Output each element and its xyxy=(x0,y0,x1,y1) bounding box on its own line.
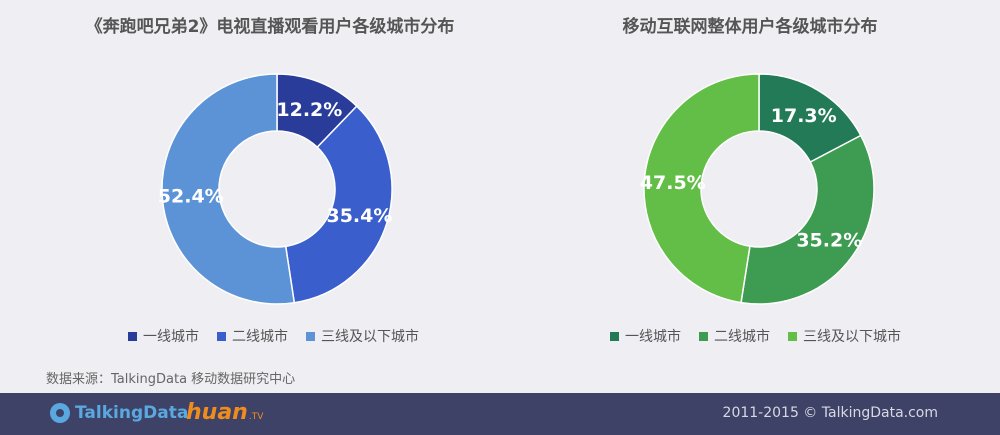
talkingdata-logo: TalkingData xyxy=(50,403,188,423)
huan-logo-text: huan xyxy=(186,400,248,425)
footer-bar: TalkingData huan .TV 2011-2015 © Talking… xyxy=(0,393,1000,435)
legend-item-tier2: 二线城市 xyxy=(699,326,770,346)
donut-slice xyxy=(161,73,296,305)
chart-title-left: 《奔跑吧兄弟2》电视直播观看用户各级城市分布 xyxy=(85,17,455,37)
donut-charts: 12.2% 35.4% 52.4% 17.3% 35.2% 47.5% xyxy=(158,73,875,305)
legend-item-tier2: 二线城市 xyxy=(217,326,288,346)
slice-label: 52.4% xyxy=(158,186,224,208)
slice-label: 17.3% xyxy=(771,105,837,127)
talkingdata-logo-text: TalkingData xyxy=(75,403,189,423)
legend-swatch xyxy=(699,331,708,341)
slice-label: 35.4% xyxy=(326,205,392,227)
legend-item-tier1: 一线城市 xyxy=(128,326,199,346)
donut-slice xyxy=(284,105,393,304)
legend-swatch xyxy=(610,331,619,341)
legend-swatch xyxy=(788,331,797,341)
huan-logo: huan .TV xyxy=(186,400,263,425)
legend-swatch xyxy=(217,331,226,341)
donut-slice xyxy=(643,73,760,304)
legend-item-tier3: 三线及以下城市 xyxy=(788,326,901,346)
legend-label: 二线城市 xyxy=(232,329,288,345)
data-source: 数据来源：TalkingData 移动数据研究中心 xyxy=(46,372,296,387)
donut-slice xyxy=(740,134,875,305)
talkingdata-logo-icon xyxy=(50,403,70,423)
legend-label: 一线城市 xyxy=(143,329,199,345)
legend-label: 三线及以下城市 xyxy=(803,329,901,345)
legend-right: 一线城市 二线城市 三线及以下城市 xyxy=(610,326,901,346)
legend-swatch xyxy=(306,331,315,341)
slice-label: 47.5% xyxy=(640,172,706,194)
huan-logo-tv: .TV xyxy=(248,412,264,422)
copyright-text: 2011-2015 © TalkingData.com xyxy=(722,405,938,421)
chart-title-right: 移动互联网整体用户各级城市分布 xyxy=(622,17,878,37)
slice-label: 12.2% xyxy=(276,99,342,121)
legend-left: 一线城市 二线城市 三线及以下城市 xyxy=(128,326,419,346)
legend-label: 三线及以下城市 xyxy=(321,329,419,345)
legend-item-tier3: 三线及以下城市 xyxy=(306,326,419,346)
legend-label: 二线城市 xyxy=(714,329,770,345)
legend-label: 一线城市 xyxy=(625,329,681,345)
legend-swatch xyxy=(128,331,137,341)
slice-label: 35.2% xyxy=(796,229,862,251)
legend-item-tier1: 一线城市 xyxy=(610,326,681,346)
